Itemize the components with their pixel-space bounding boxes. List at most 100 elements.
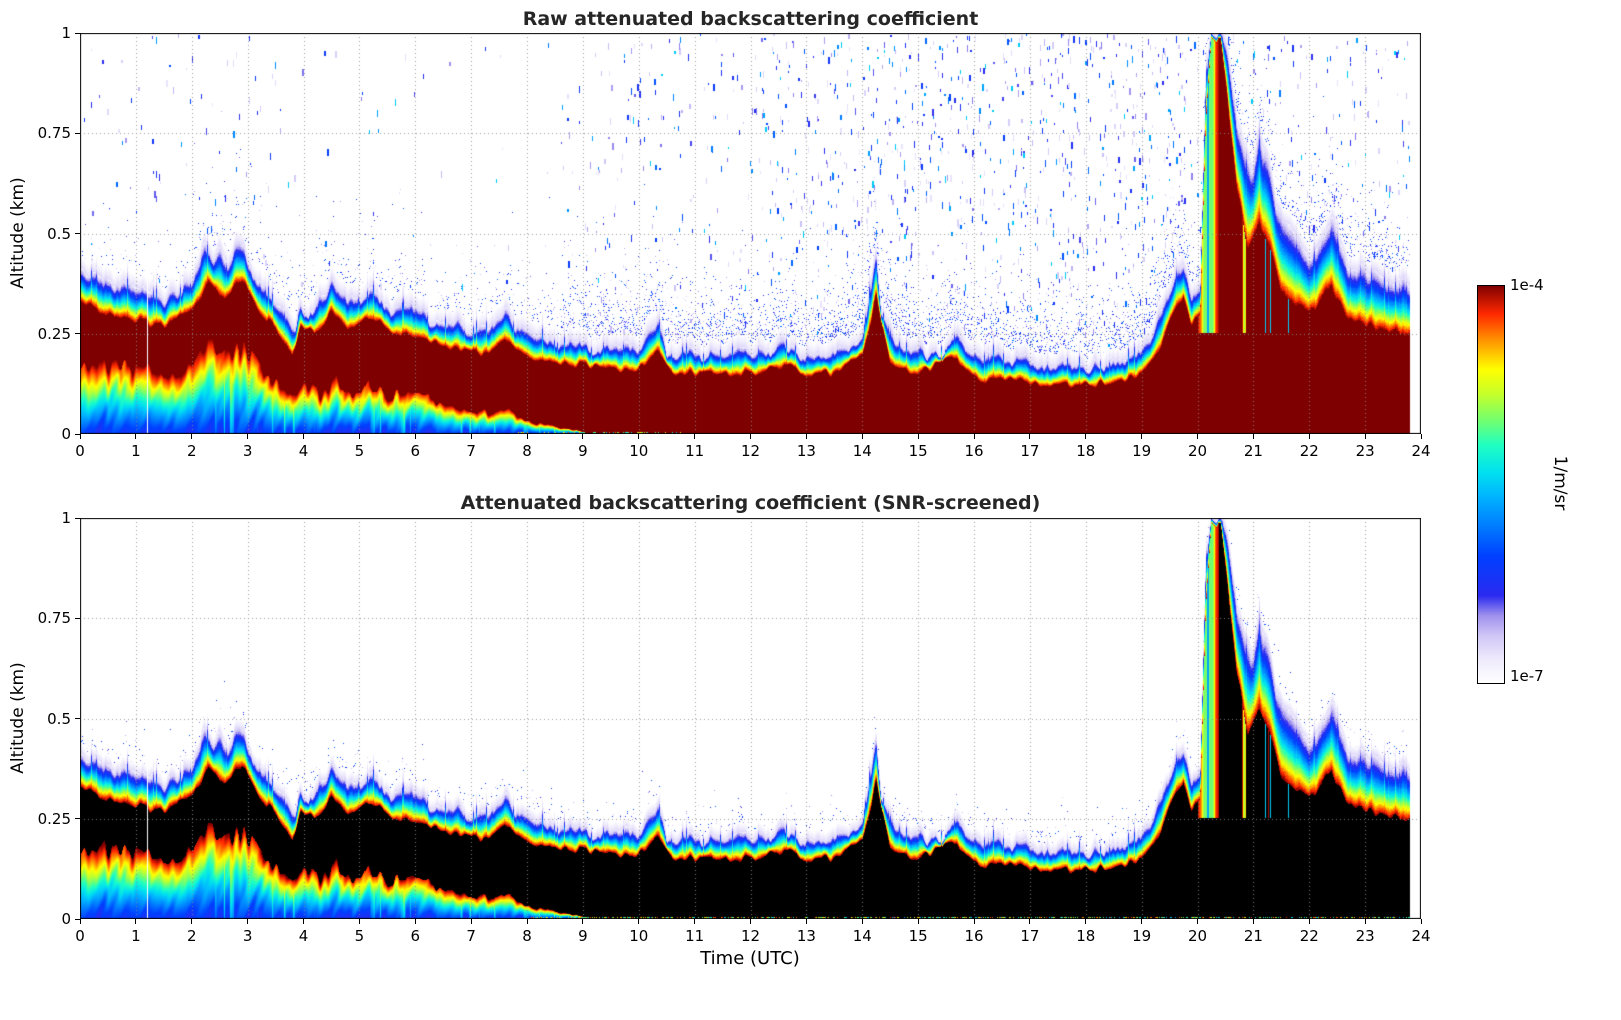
x-tick-label: 12 — [740, 442, 761, 460]
x-tick-mark — [1308, 434, 1310, 439]
x-tick-label: 4 — [298, 442, 309, 460]
x-tick-mark — [1197, 919, 1198, 924]
x-tick-label: 15 — [908, 927, 928, 945]
x-tick-mark — [694, 919, 696, 924]
x-tick-label: 4 — [298, 927, 309, 945]
y-tick-mark — [75, 433, 80, 435]
y-tick-label: 0.5 — [47, 709, 71, 728]
x-tick-label: 19 — [1132, 442, 1152, 460]
x-tick-mark — [1420, 919, 1422, 924]
y-tick-mark — [75, 718, 80, 719]
x-tick-mark — [358, 919, 360, 924]
colorbar — [1477, 285, 1505, 684]
x-tick-mark — [973, 434, 975, 439]
y-tick-label: 0.5 — [47, 224, 71, 243]
y-tick-mark — [75, 132, 80, 134]
x-tick-label: 3 — [242, 927, 253, 945]
x-tick-mark — [470, 919, 472, 924]
x-tick-label: 24 — [1411, 927, 1431, 945]
x-tick-mark — [470, 434, 472, 439]
y-tick-label: 0 — [61, 910, 71, 928]
x-tick-label: 5 — [354, 927, 365, 945]
x-tick-mark — [1197, 434, 1198, 439]
x-tick-mark — [358, 434, 360, 439]
x-tick-label: 10 — [629, 442, 649, 460]
x-tick-mark — [1364, 434, 1366, 439]
x-tick-mark — [638, 434, 640, 439]
x-tick-mark — [414, 434, 416, 439]
x-tick-mark — [135, 919, 137, 924]
x-tick-mark — [1252, 434, 1254, 439]
y-tick-mark — [75, 233, 80, 234]
x-tick-mark — [79, 434, 81, 439]
x-tick-label: 18 — [1076, 927, 1096, 945]
x-tick-mark — [526, 919, 528, 924]
x-tick-label: 7 — [466, 442, 476, 460]
x-tick-label: 21 — [1243, 442, 1263, 460]
x-tick-label: 19 — [1132, 927, 1152, 945]
x-tick-mark — [750, 434, 751, 439]
x-tick-label: 9 — [578, 442, 588, 460]
x-tick-label: 2 — [186, 927, 197, 945]
y-tick-label: 0.75 — [37, 609, 71, 628]
heatmap-canvas-raw — [80, 33, 1421, 434]
x-tick-mark — [582, 434, 584, 439]
y-tick-label: 1 — [61, 24, 71, 42]
x-tick-label: 18 — [1076, 442, 1096, 460]
x-tick-mark — [135, 434, 137, 439]
x-tick-mark — [1308, 919, 1310, 924]
x-tick-label: 0 — [75, 442, 85, 460]
x-tick-label: 8 — [522, 442, 532, 460]
x-tick-label: 1 — [131, 927, 141, 945]
x-tick-label: 13 — [796, 442, 816, 460]
colorbar-min-label: 1e-7 — [1510, 667, 1544, 685]
x-tick-label: 2 — [186, 442, 197, 460]
x-tick-label: 20 — [1187, 927, 1208, 945]
x-tick-label: 14 — [852, 442, 872, 460]
x-tick-mark — [191, 434, 193, 439]
x-tick-label: 21 — [1243, 927, 1263, 945]
x-tick-label: 9 — [578, 927, 588, 945]
x-tick-mark — [917, 919, 919, 924]
x-tick-label: 1 — [131, 442, 141, 460]
x-tick-label: 11 — [685, 927, 705, 945]
x-tick-mark — [303, 919, 304, 924]
panel-title-raw: Raw attenuated backscattering coefficien… — [522, 8, 979, 30]
x-tick-label: 17 — [1020, 927, 1040, 945]
x-tick-label: 12 — [740, 927, 761, 945]
x-tick-label: 23 — [1355, 927, 1375, 945]
x-tick-mark — [1252, 919, 1254, 924]
x-tick-mark — [861, 919, 863, 924]
x-tick-label: 24 — [1411, 442, 1431, 460]
heatmap-canvas-screened — [80, 518, 1421, 919]
y-tick-label: 0.25 — [37, 324, 71, 343]
x-tick-mark — [1364, 919, 1366, 924]
x-tick-mark — [1420, 434, 1422, 439]
x-tick-label: 7 — [466, 927, 476, 945]
x-tick-label: 16 — [964, 442, 984, 460]
x-tick-mark — [1029, 434, 1031, 439]
x-tick-mark — [1085, 919, 1087, 924]
x-tick-mark — [303, 434, 304, 439]
x-tick-mark — [1085, 434, 1087, 439]
x-axis-label: Time (UTC) — [700, 948, 800, 969]
y-tick-label: 0 — [61, 425, 71, 443]
y-tick-mark — [75, 32, 80, 34]
y-tick-mark — [75, 818, 80, 820]
x-tick-mark — [247, 434, 249, 439]
y-tick-mark — [75, 918, 80, 920]
x-tick-mark — [1141, 434, 1143, 439]
y-tick-label: 0.75 — [37, 124, 71, 143]
x-tick-mark — [805, 434, 807, 439]
colorbar-max-label: 1e-4 — [1510, 276, 1544, 294]
x-tick-mark — [247, 919, 249, 924]
x-tick-label: 6 — [410, 442, 421, 460]
x-tick-mark — [1141, 919, 1143, 924]
x-tick-mark — [638, 919, 640, 924]
x-tick-mark — [582, 919, 584, 924]
x-tick-label: 0 — [75, 927, 85, 945]
x-tick-label: 13 — [796, 927, 816, 945]
x-tick-label: 3 — [242, 442, 253, 460]
y-tick-mark — [75, 517, 80, 519]
colorbar-unit-label: 1/m/sr — [1550, 455, 1570, 511]
